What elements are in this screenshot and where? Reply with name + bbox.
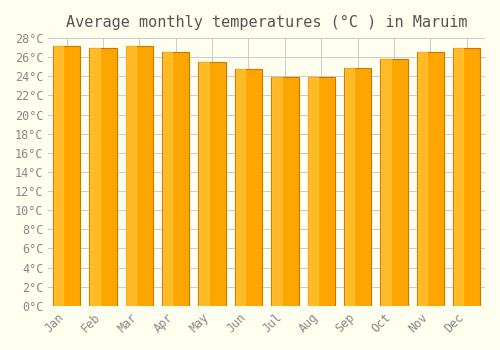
Bar: [126, 46, 136, 306]
Title: Average monthly temperatures (°C ) in Maruim: Average monthly temperatures (°C ) in Ma…: [66, 15, 468, 30]
Bar: [417, 52, 444, 306]
Bar: [381, 59, 390, 306]
Bar: [418, 52, 427, 306]
Bar: [344, 68, 372, 306]
Bar: [126, 46, 153, 306]
Bar: [90, 48, 117, 306]
Bar: [308, 77, 318, 306]
Bar: [308, 77, 335, 306]
Bar: [163, 52, 172, 306]
Bar: [344, 68, 354, 306]
Bar: [380, 59, 407, 306]
Bar: [453, 48, 480, 306]
Bar: [53, 46, 80, 306]
Bar: [454, 48, 464, 306]
Bar: [54, 46, 63, 306]
Bar: [272, 77, 281, 306]
Bar: [198, 62, 226, 306]
Bar: [162, 52, 190, 306]
Bar: [235, 69, 262, 306]
Bar: [271, 77, 298, 306]
Bar: [90, 48, 100, 306]
Bar: [199, 62, 208, 306]
Bar: [236, 69, 245, 306]
